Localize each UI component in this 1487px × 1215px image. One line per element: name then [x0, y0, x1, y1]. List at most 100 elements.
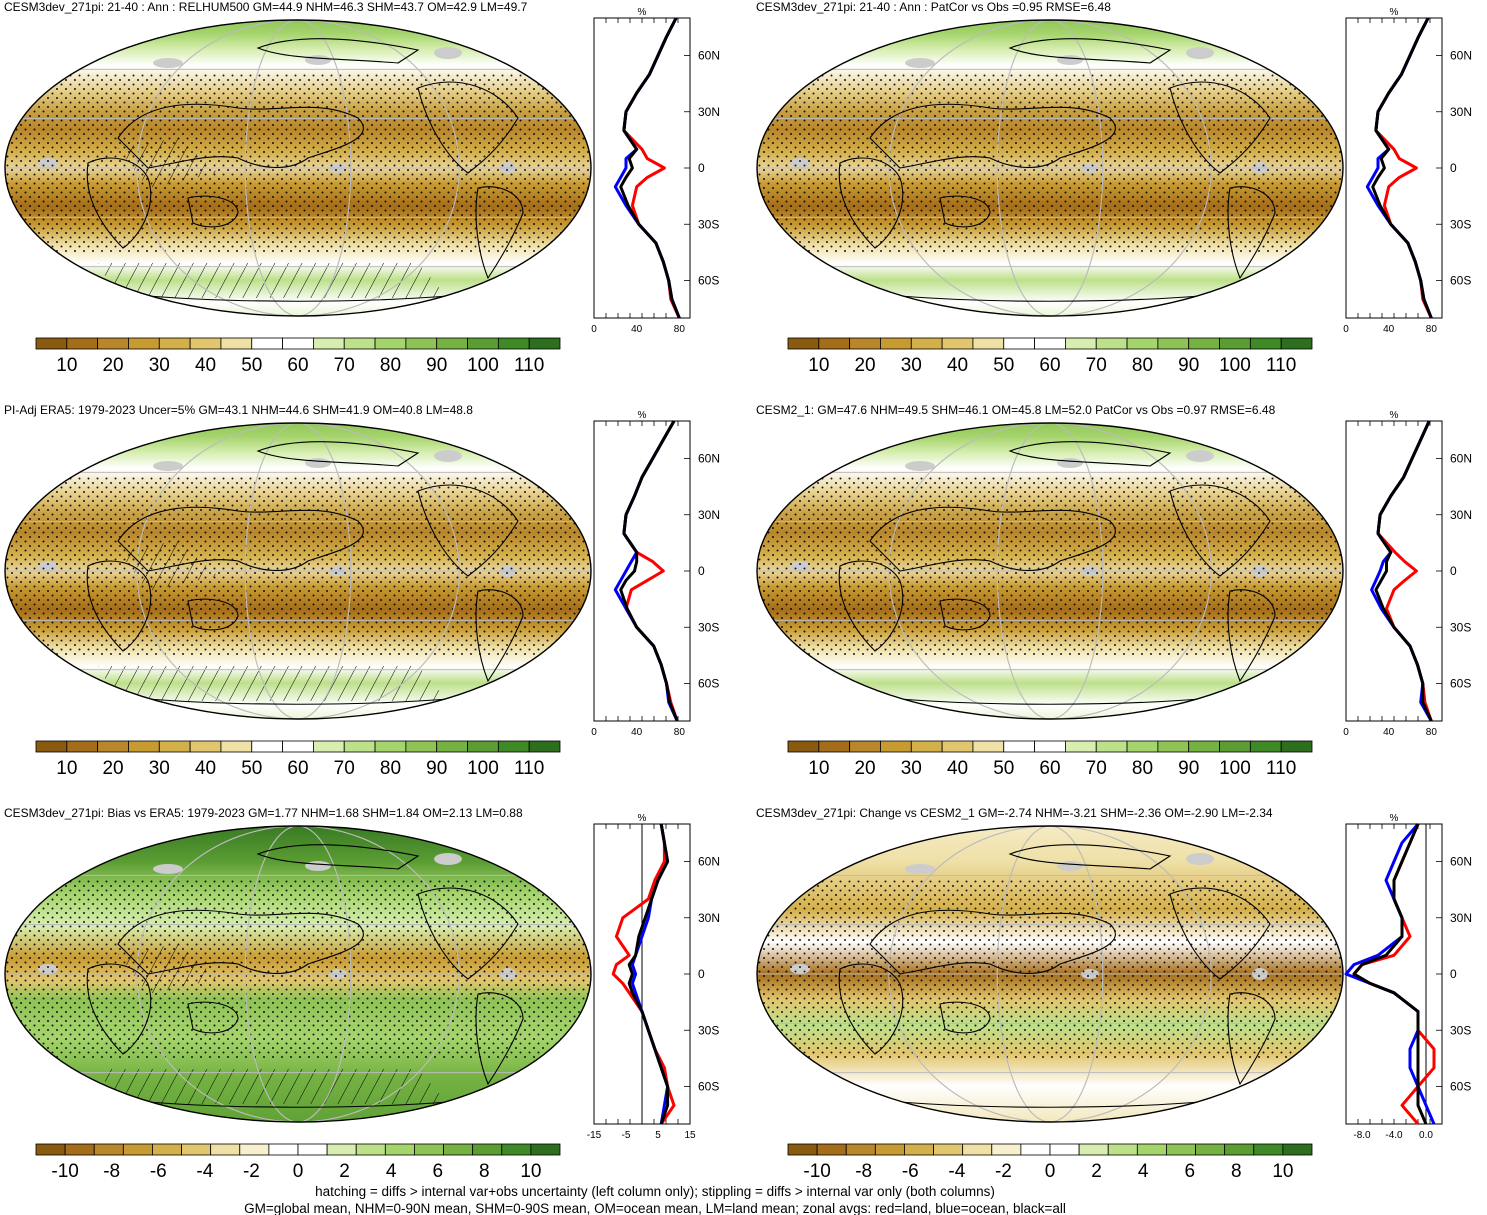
colorbar-swatch [405, 740, 438, 753]
colorbar-label: -6 [902, 1161, 919, 1182]
zonal-frame [1345, 420, 1443, 722]
zonal-xtick: -5 [622, 1130, 631, 1141]
colorbar-swatch [962, 1143, 993, 1156]
coastline [1169, 81, 1271, 174]
graticule-line [244, 20, 352, 316]
colorbar-swatch [97, 740, 129, 753]
zonal-lat-label: 0 [698, 161, 705, 175]
colorbar-swatch [436, 740, 468, 753]
zonal-lat-label: 0 [1450, 967, 1457, 981]
missing-patch [1186, 450, 1214, 462]
colorbar-swatch [845, 1143, 876, 1156]
zonal-lat-label: 30N [698, 105, 720, 119]
colorbar-swatch [313, 337, 345, 350]
zonal-lat-label: 30S [1450, 1023, 1471, 1037]
colorbar-swatch [122, 1143, 153, 1156]
coastline [86, 963, 152, 1055]
colorbar-swatch [282, 337, 314, 350]
zonal-profile: % 0 40 80 60N 30N 0 30S 60S [591, 410, 720, 738]
zonal-lat-label: 0 [1450, 161, 1457, 175]
panel-bias: CESM3dev_271pi: Bias vs ERA5: 1979-2023 … [4, 806, 720, 1182]
colorbar-swatch [436, 337, 468, 350]
colorbar-label: 2 [339, 1161, 350, 1182]
map [756, 19, 1344, 317]
colorbar-label: 30 [149, 758, 170, 779]
colorbar-label: -10 [51, 1161, 78, 1182]
coastline [1227, 992, 1276, 1086]
colorbar-swatch [787, 740, 820, 753]
colorbar-label: 70 [1086, 758, 1107, 779]
colorbar-swatch [1157, 740, 1190, 753]
colorbar-swatch [972, 740, 1005, 753]
map-border [4, 422, 592, 720]
colorbar-swatch [941, 337, 974, 350]
zonal-lat-label: 30N [698, 508, 720, 522]
missing-patch [905, 461, 935, 471]
zonal-xtick: -8.0 [1353, 1130, 1371, 1141]
colorbar-swatch [189, 337, 222, 350]
colorbar-swatch [1224, 1143, 1255, 1156]
map [4, 422, 592, 720]
missing-patch [305, 458, 331, 468]
zonal-lat-label: 60N [1450, 855, 1472, 869]
coastline [838, 560, 904, 652]
zonal-series-ocean [1344, 823, 1436, 1125]
colorbar-swatch [904, 1143, 934, 1156]
colorbar-swatch [355, 1143, 386, 1156]
zonal-lat-label: 60N [698, 452, 720, 466]
missing-patch [790, 454, 830, 468]
coastline [187, 598, 239, 631]
colorbar-swatch [374, 740, 407, 753]
zonal-profile: % -8.0 -4.0 0.0 60N 30N 0 30S 60S [1344, 813, 1472, 1141]
hatching [118, 138, 218, 188]
zonal-lat-label: 60N [1450, 49, 1472, 63]
colorbar-label: -10 [803, 1161, 830, 1182]
colorbar-label: 4 [1138, 1161, 1149, 1182]
zonal-series-all [627, 823, 670, 1125]
colorbar-label: 8 [1231, 1161, 1242, 1182]
map [4, 19, 592, 317]
missing-patch [38, 857, 78, 871]
zonal-lat-label: 30N [1450, 911, 1472, 925]
colorbar-label: 20 [854, 758, 875, 779]
colorbar: 10 20 30 40 50 60 70 80 90 100 110 [35, 740, 561, 779]
colorbar-swatch [158, 740, 191, 753]
coastline [838, 157, 904, 249]
colorbar-label: 0 [293, 1161, 304, 1182]
colorbar-swatch [530, 1143, 561, 1156]
colorbar-swatch [384, 1143, 415, 1156]
panel-title: CESM3dev_271pi: 21-40 : Ann : RELHUM500 … [4, 0, 528, 14]
colorbar-label: 70 [334, 355, 355, 376]
colorbar-label: 110 [1266, 758, 1296, 779]
zonal-lat-label: 30S [698, 217, 719, 231]
zonal-xtick: 5 [655, 1130, 661, 1141]
missing-patch [1057, 458, 1083, 468]
colorbar-swatch [189, 740, 222, 753]
coastline [939, 195, 991, 228]
zonal-lat-label: 60N [1450, 452, 1472, 466]
missing-patch [153, 461, 183, 471]
coastline [1227, 186, 1276, 280]
map-border [756, 422, 1344, 720]
colorbar-swatch [787, 337, 820, 350]
colorbar-swatch [1003, 337, 1035, 350]
zonal-lat-label: 30N [1450, 508, 1472, 522]
zonal-profile: % 0 40 80 60N 30N 0 30S 60S [1343, 7, 1472, 335]
zonal-xtick: 15 [684, 1130, 696, 1141]
colorbar-swatch [849, 337, 881, 350]
colorbar-label: 0 [1045, 1161, 1056, 1182]
missing-patch [1186, 853, 1214, 865]
coastline [1227, 589, 1276, 683]
zonal-lat-label: 0 [698, 564, 705, 578]
colorbar-swatch [1065, 337, 1097, 350]
colorbar-swatch [152, 1143, 182, 1156]
zonal-lat-label: 30S [698, 620, 719, 634]
zonal-series-ocean [613, 420, 679, 722]
colorbar: -10 -8 -6 -4 -2 0 2 4 6 8 10 [35, 1143, 561, 1182]
coastline [117, 103, 364, 169]
zonal-xtick: 80 [674, 727, 686, 738]
colorbar-label: 20 [102, 758, 123, 779]
zonal-xtick: 40 [1383, 324, 1395, 335]
panel-change: CESM3dev_271pi: Change vs CESM2_1 GM=-2.… [756, 806, 1472, 1182]
colorbar-label: 20 [102, 355, 123, 376]
